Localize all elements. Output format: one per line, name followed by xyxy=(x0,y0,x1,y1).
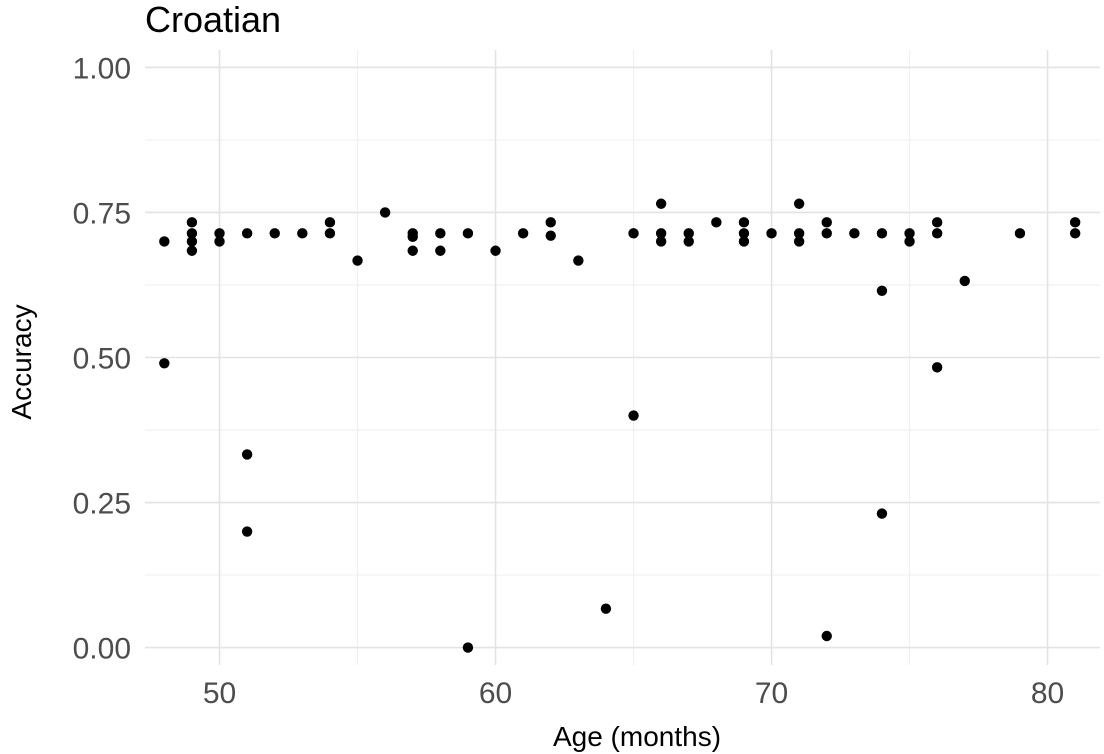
x-tick-label: 80 xyxy=(1031,677,1064,710)
data-point xyxy=(241,449,253,460)
data-point xyxy=(1069,217,1081,228)
data-point xyxy=(821,630,832,642)
data-point xyxy=(159,236,170,247)
data-point xyxy=(738,228,750,239)
y-tick-label: 0.00 xyxy=(73,633,131,666)
data-point xyxy=(241,228,253,239)
data-point xyxy=(352,255,363,266)
data-points xyxy=(159,198,1081,653)
data-point xyxy=(793,198,805,209)
data-point xyxy=(490,245,501,256)
data-point xyxy=(1069,228,1081,239)
data-point xyxy=(517,228,529,239)
y-tick-label: 0.25 xyxy=(73,488,131,521)
data-point xyxy=(269,228,280,239)
x-tick-label: 70 xyxy=(755,677,788,710)
data-point xyxy=(904,236,915,247)
data-point xyxy=(738,217,750,228)
grid-lines xyxy=(145,50,1100,665)
data-point xyxy=(186,217,198,228)
data-point xyxy=(379,207,391,218)
data-point xyxy=(876,508,888,519)
data-point xyxy=(324,228,336,239)
data-point xyxy=(655,236,667,247)
data-point xyxy=(683,228,694,239)
data-point xyxy=(297,228,308,239)
data-point xyxy=(435,228,446,239)
data-point xyxy=(904,228,915,239)
data-point xyxy=(159,358,170,369)
data-point xyxy=(186,228,198,239)
data-point xyxy=(766,228,777,239)
data-point xyxy=(655,198,667,209)
data-point xyxy=(738,236,750,247)
data-point xyxy=(876,285,888,296)
data-point xyxy=(462,642,474,653)
data-point xyxy=(628,228,639,239)
y-tick-label: 0.75 xyxy=(73,197,131,230)
data-point xyxy=(214,236,225,247)
data-point xyxy=(407,245,418,256)
data-point xyxy=(462,228,474,239)
axis-tick-labels: 50 60 70 80 0.00 0.25 0.50 0.75 1.00 xyxy=(73,52,1065,710)
y-tick-label: 1.00 xyxy=(73,52,131,85)
data-point xyxy=(793,236,805,247)
y-tick-label: 0.50 xyxy=(73,343,131,376)
data-point xyxy=(600,603,612,614)
data-point xyxy=(241,526,253,537)
data-point xyxy=(407,231,418,243)
data-point xyxy=(821,217,832,228)
data-point xyxy=(545,230,556,241)
data-point xyxy=(186,236,198,247)
data-point xyxy=(1014,228,1026,239)
data-point xyxy=(628,410,639,421)
x-axis-title: Age (months) xyxy=(553,721,721,752)
data-point xyxy=(931,217,943,228)
data-point xyxy=(683,236,694,247)
x-tick-label: 50 xyxy=(203,677,236,710)
data-point xyxy=(324,217,336,228)
data-point xyxy=(435,245,446,256)
data-point xyxy=(214,228,225,239)
data-point xyxy=(931,362,943,373)
chart-title: Croatian xyxy=(145,0,281,40)
data-point xyxy=(821,228,832,239)
x-tick-label: 60 xyxy=(479,677,512,710)
data-point xyxy=(186,245,198,256)
data-point xyxy=(793,228,805,239)
data-point xyxy=(655,228,667,239)
data-point xyxy=(959,275,970,287)
y-axis-title: Accuracy xyxy=(6,304,37,419)
data-point xyxy=(931,228,943,239)
data-point xyxy=(711,217,722,228)
data-point xyxy=(876,228,888,239)
data-point xyxy=(573,255,584,266)
data-point xyxy=(849,228,860,239)
data-point xyxy=(545,217,556,228)
